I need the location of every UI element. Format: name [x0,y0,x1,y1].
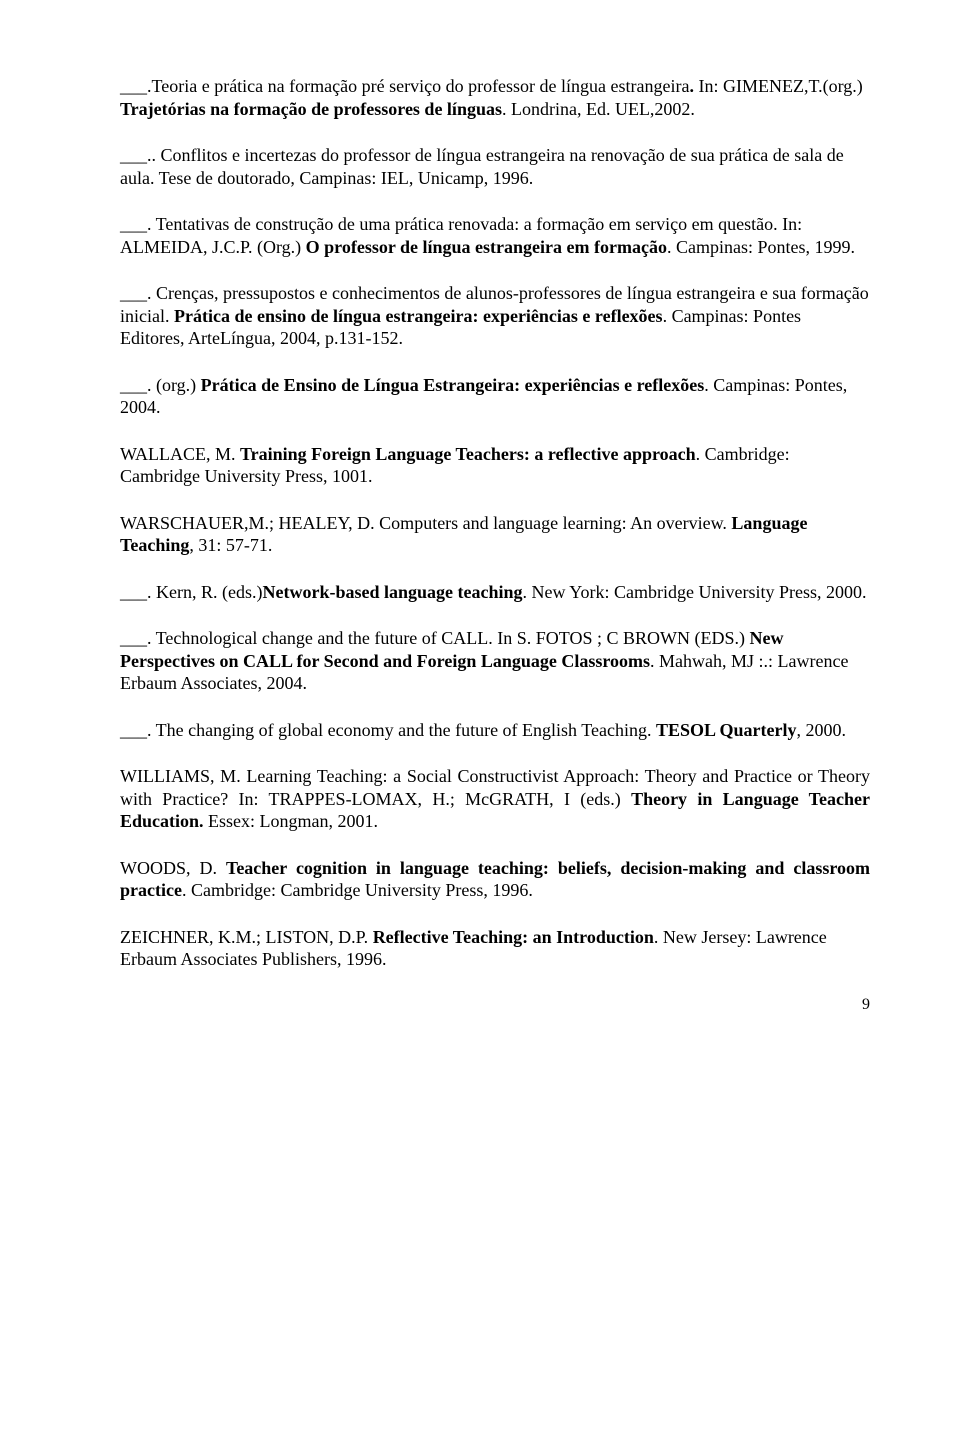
bibliography-entry: WOODS, D. Teacher cognition in language … [120,857,870,902]
text-segment: . Campinas: Pontes, 1999. [667,237,855,257]
text-segment: ___. Technological change and the future… [120,628,749,648]
text-segment: , 2000. [796,720,846,740]
bibliography-list: ___.Teoria e prática na formação pré ser… [120,75,870,971]
text-segment: In: GIMENEZ,T.(org.) [699,76,863,96]
text-segment: . New York: Cambridge University Press, … [522,582,866,602]
bibliography-entry: WALLACE, M. Training Foreign Language Te… [120,443,870,488]
text-segment: . [690,76,699,96]
text-segment: Training Foreign Language Teachers: a re… [240,444,696,464]
bibliography-entry: ___. Tentativas de construção de uma prá… [120,213,870,258]
bibliography-entry: ___. The changing of global economy and … [120,719,870,742]
text-segment: Trajetórias na formação de professores d… [120,99,502,119]
bibliography-entry: ___. (org.) Prática de Ensino de Língua … [120,374,870,419]
bibliography-entry: ___.. Conflitos e incertezas do professo… [120,144,870,189]
text-segment: ZEICHNER, K.M.; LISTON, D.P. [120,927,373,947]
text-segment: , 31: 57-71. [189,535,272,555]
text-segment: ___.Teoria e prática na formação pré ser… [120,76,690,96]
text-segment: WOODS, D. [120,858,226,878]
text-segment: Reflective Teaching: an Introduction [373,927,654,947]
text-segment: Network-based language teaching [262,582,522,602]
bibliography-entry: ___. Crenças, pressupostos e conheciment… [120,282,870,350]
text-segment: WALLACE, M. [120,444,240,464]
text-segment: Prática de ensino de língua estrangeira:… [174,306,663,326]
text-segment: ___. (org.) [120,375,201,395]
page-number: 9 [120,995,870,1015]
bibliography-entry: ___.Teoria e prática na formação pré ser… [120,75,870,120]
bibliography-entry: WARSCHAUER,M.; HEALEY, D. Computers and … [120,512,870,557]
bibliography-entry: ___. Technological change and the future… [120,627,870,695]
bibliography-entry: ZEICHNER, K.M.; LISTON, D.P. Reflective … [120,926,870,971]
text-segment: Prática de Ensino de Língua Estrangeira:… [201,375,705,395]
text-segment: ___.. Conflitos e incertezas do professo… [120,145,844,188]
bibliography-entry: WILLIAMS, M. Learning Teaching: a Social… [120,765,870,833]
text-segment: . Londrina, Ed. UEL,2002. [502,99,695,119]
bibliography-entry: ___. Kern, R. (eds.)Network-based langua… [120,581,870,604]
page-content: ___.Teoria e prática na formação pré ser… [0,0,960,1075]
text-segment: TESOL Quarterly [656,720,797,740]
text-segment: WARSCHAUER,M.; HEALEY, D. Computers and … [120,513,731,533]
text-segment: ___. Kern, R. (eds.) [120,582,262,602]
text-segment: ___. The changing of global economy and … [120,720,656,740]
text-segment: O professor de língua estrangeira em for… [306,237,667,257]
text-segment: Essex: Longman, 2001. [208,811,378,831]
text-segment: . Cambridge: Cambridge University Press,… [182,880,533,900]
